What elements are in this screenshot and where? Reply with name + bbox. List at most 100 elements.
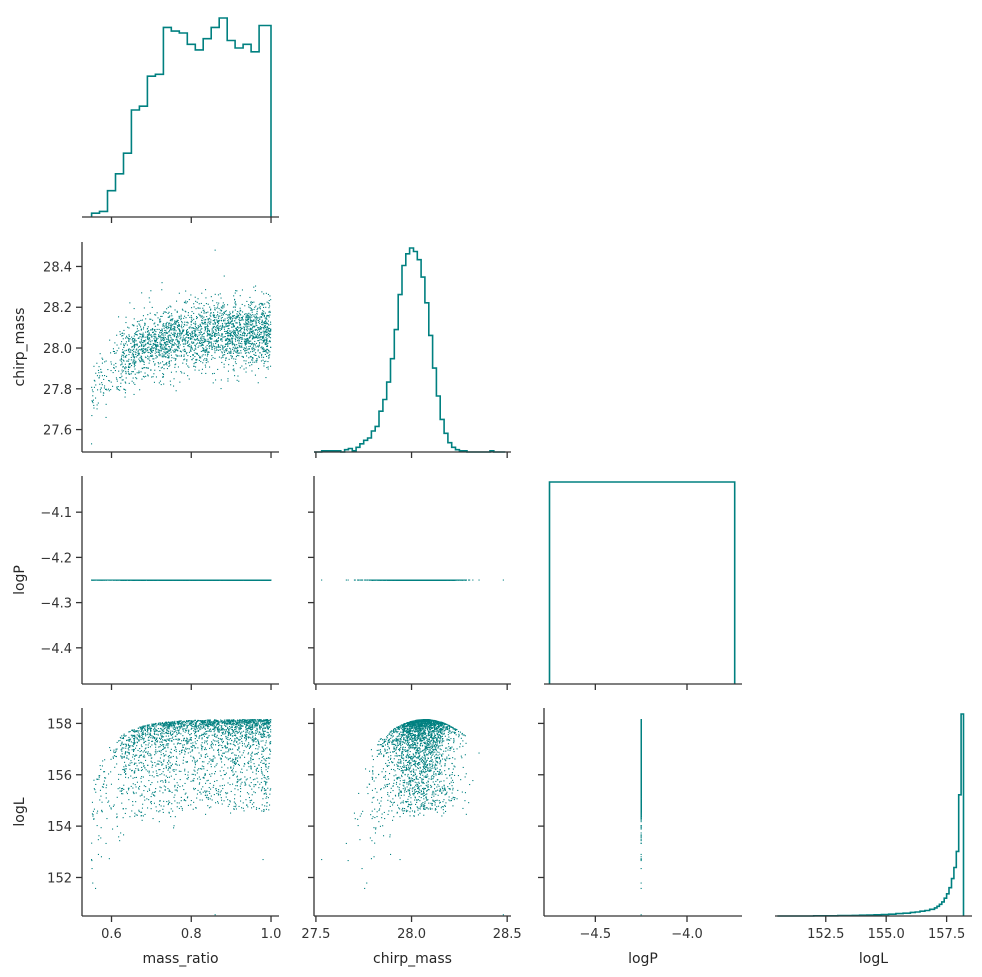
- scatter-point: [233, 330, 235, 332]
- scatter-point: [144, 351, 146, 353]
- scatter-point: [213, 315, 215, 317]
- scatter-point: [193, 338, 195, 340]
- scatter-point: [211, 331, 213, 333]
- scatter-point: [240, 345, 242, 347]
- scatter-point: [267, 320, 269, 322]
- scatter-point: [121, 363, 123, 365]
- scatter-point: [237, 331, 239, 333]
- scatter-point: [244, 313, 246, 315]
- scatter-point: [140, 319, 142, 321]
- scatter-point: [265, 317, 267, 319]
- scatter-point: [139, 389, 141, 391]
- scatter-point: [138, 330, 140, 332]
- scatter-point: [163, 355, 165, 357]
- scatter-point: [163, 344, 165, 346]
- scatter-point: [171, 320, 173, 322]
- scatter-point: [267, 368, 269, 370]
- scatter-point: [142, 360, 144, 362]
- scatter-point: [247, 320, 249, 322]
- scatter-point: [263, 335, 265, 337]
- scatter-point: [179, 381, 181, 383]
- scatter-point: [156, 328, 158, 330]
- scatter-point: [195, 327, 197, 329]
- scatter-point: [142, 375, 144, 377]
- scatter-point: [169, 329, 171, 331]
- scatter-point: [248, 315, 250, 317]
- scatter-point: [154, 364, 156, 366]
- scatter-point: [210, 345, 212, 347]
- scatter-point: [190, 345, 192, 347]
- scatter-point: [230, 317, 232, 319]
- scatter-point: [204, 330, 206, 332]
- scatter-point: [212, 334, 214, 336]
- scatter-point: [236, 351, 238, 353]
- scatter-point: [105, 416, 107, 418]
- scatter-point: [219, 309, 221, 311]
- scatter-point: [119, 377, 121, 379]
- scatter-point: [194, 344, 196, 346]
- scatter-point: [224, 351, 226, 353]
- scatter-point: [183, 326, 185, 328]
- scatter-point: [137, 346, 139, 348]
- scatter-point: [160, 384, 162, 386]
- scatter-point: [121, 375, 123, 377]
- scatter-point: [223, 311, 225, 313]
- scatter-point: [220, 357, 222, 359]
- scatter-point: [154, 369, 156, 371]
- scatter-point: [214, 319, 216, 321]
- scatter-point: [169, 320, 171, 322]
- scatter-point: [245, 371, 247, 373]
- scatter-point: [159, 336, 161, 338]
- scatter-point: [265, 322, 267, 324]
- scatter-point: [263, 340, 265, 342]
- scatter-point: [186, 329, 188, 331]
- scatter-point: [195, 329, 197, 331]
- scatter-point: [160, 320, 162, 322]
- scatter-point: [241, 335, 243, 337]
- scatter-point: [190, 356, 192, 358]
- scatter-point: [265, 306, 267, 308]
- scatter-point: [195, 308, 197, 310]
- scatter-point: [259, 328, 261, 330]
- scatter-point: [145, 350, 147, 352]
- scatter-point: [253, 301, 255, 303]
- scatter-point: [161, 330, 163, 332]
- scatter-point: [121, 351, 123, 353]
- scatter-point: [113, 579, 115, 581]
- scatter-point: [197, 342, 199, 344]
- scatter-point: [134, 340, 136, 342]
- scatter-point: [221, 352, 223, 354]
- scatter-point: [171, 346, 173, 348]
- scatter-point: [138, 354, 140, 356]
- scatter-point: [248, 332, 250, 334]
- scatter-point: [167, 357, 169, 359]
- scatter-point: [120, 373, 122, 375]
- scatter-point: [154, 325, 156, 327]
- scatter-point: [135, 353, 137, 355]
- scatter-point: [161, 282, 163, 284]
- scatter-point: [131, 324, 133, 326]
- scatter-point: [163, 368, 165, 370]
- scatter-point: [253, 308, 255, 310]
- scatter-point: [175, 339, 177, 341]
- scatter-point: [175, 390, 177, 392]
- scatter-point: [152, 355, 154, 357]
- scatter-point: [202, 349, 204, 351]
- scatter-point: [149, 349, 151, 351]
- scatter-point: [269, 295, 271, 297]
- scatter-point: [198, 369, 200, 371]
- scatter-point: [235, 316, 237, 318]
- scatter-point: [223, 366, 225, 368]
- scatter-point: [168, 353, 170, 355]
- scatter-point: [259, 318, 261, 320]
- scatter-point: [228, 338, 230, 340]
- scatter-point: [136, 334, 138, 336]
- scatter-point: [230, 316, 232, 318]
- scatter-point: [171, 345, 173, 347]
- scatter-point: [151, 340, 153, 342]
- scatter-point: [130, 363, 132, 365]
- scatter-point: [177, 336, 179, 338]
- scatter-point: [127, 371, 129, 373]
- scatter-point: [174, 359, 176, 361]
- scatter-point: [169, 334, 171, 336]
